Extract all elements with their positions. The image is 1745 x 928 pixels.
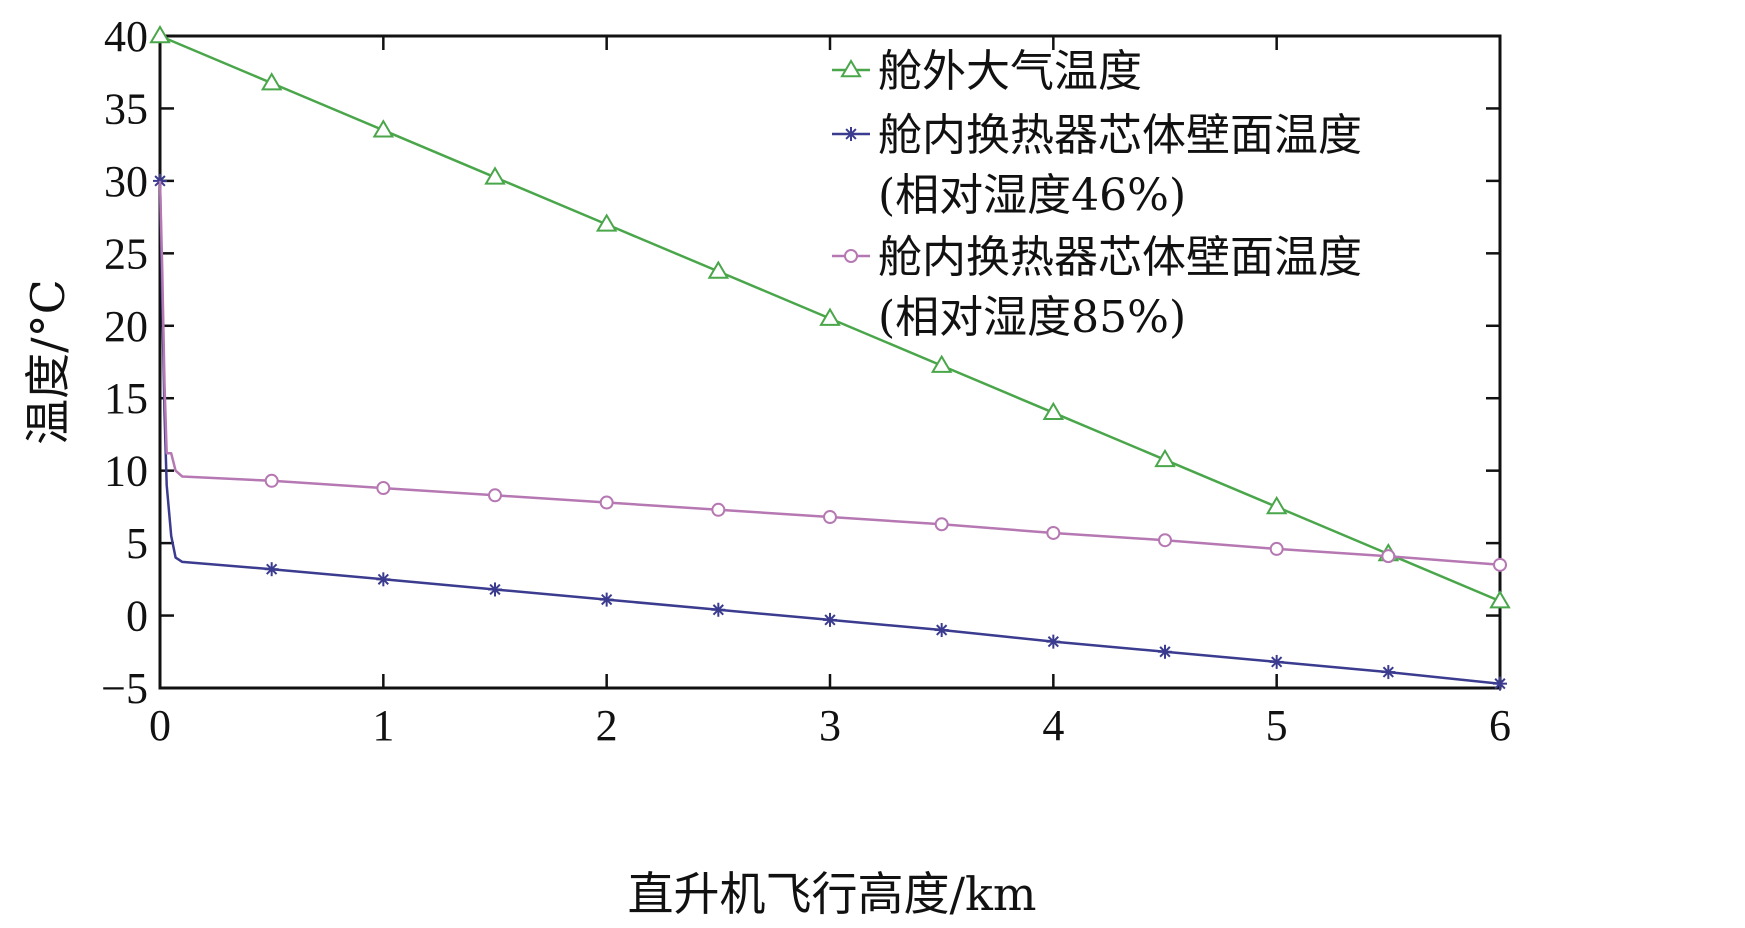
data-point (264, 562, 279, 577)
legend-marker (840, 59, 862, 78)
data-point (599, 495, 614, 510)
y-tick-label: 20 (104, 302, 148, 351)
data-point (707, 260, 730, 279)
data-point (823, 510, 837, 525)
data-point (1265, 495, 1288, 515)
data-point (264, 473, 279, 488)
legend-label: (相对湿度85%) (878, 292, 1186, 343)
x-tick-label: 4 (1042, 701, 1064, 750)
legend-marker (844, 127, 858, 141)
data-point (823, 612, 837, 627)
data-point (149, 25, 171, 44)
y-tick-label: 0 (126, 592, 148, 641)
series-2 (153, 173, 1507, 691)
x-tick-label: 1 (372, 701, 394, 750)
x-tick-label: 3 (819, 701, 841, 750)
y-tick-label: 5 (126, 519, 148, 568)
data-point (934, 623, 949, 638)
y-tick-label: 40 (104, 12, 148, 61)
data-point (488, 488, 502, 503)
data-point (1154, 448, 1176, 468)
y-tick-label: 15 (104, 374, 148, 423)
legend-label: 舱内换热器芯体壁面温度 (878, 110, 1362, 161)
y-axis-ticks: −5 0 5 10 15 20 25 30 35 40 (101, 12, 1500, 713)
data-point (376, 481, 391, 496)
x-tick-label: 2 (596, 701, 618, 750)
data-point (1381, 665, 1396, 680)
x-tick-label: 6 (1489, 701, 1511, 750)
x-axis-label: 直升机飞行高度/km (628, 867, 1037, 921)
data-point (934, 517, 949, 532)
data-point (260, 72, 283, 91)
data-point (1493, 557, 1507, 572)
data-point (1269, 541, 1284, 556)
legend-label: 舱内换热器芯体壁面温度 (878, 232, 1362, 283)
y-tick-label: −5 (101, 664, 148, 713)
data-point (1158, 533, 1172, 548)
data-point (1046, 525, 1061, 540)
data-point (595, 213, 618, 232)
data-point (372, 119, 395, 138)
legend-entry-2: 舱内换热器芯体壁面温度 (相对湿度46%) (832, 110, 1362, 221)
x-axis-ticks: 0 1 2 3 4 5 6 (149, 36, 1511, 750)
series-3 (158, 180, 1507, 572)
data-point (484, 166, 506, 185)
data-point (1489, 590, 1511, 609)
x-tick-label: 0 (149, 701, 171, 750)
data-point (711, 602, 726, 617)
y-tick-label: 35 (104, 84, 148, 133)
x-tick-label: 5 (1266, 701, 1288, 750)
data-point (488, 582, 502, 597)
y-tick-label: 30 (104, 157, 148, 206)
series-layer (149, 25, 1511, 691)
data-point (599, 592, 614, 607)
y-tick-label: 10 (104, 447, 148, 496)
data-point (1046, 634, 1061, 649)
data-point (819, 307, 841, 326)
data-point (930, 354, 953, 373)
data-point (1042, 401, 1065, 421)
legend-entry-3: 舱内换热器芯体壁面温度 (相对湿度85%) (832, 232, 1362, 343)
y-axis-label: 温度/°C (21, 279, 75, 445)
data-point (711, 502, 726, 517)
data-point (1269, 654, 1284, 669)
legend-marker (844, 249, 858, 263)
data-point (1381, 549, 1396, 564)
legend-entry-1: 舱外大气温度 (832, 46, 1142, 97)
y-tick-label: 25 (104, 229, 148, 278)
data-point (376, 572, 391, 587)
legend-label: (相对湿度46%) (878, 170, 1186, 221)
data-point (1493, 676, 1507, 691)
data-point (1158, 644, 1172, 659)
legend-label: 舱外大气温度 (878, 46, 1142, 97)
